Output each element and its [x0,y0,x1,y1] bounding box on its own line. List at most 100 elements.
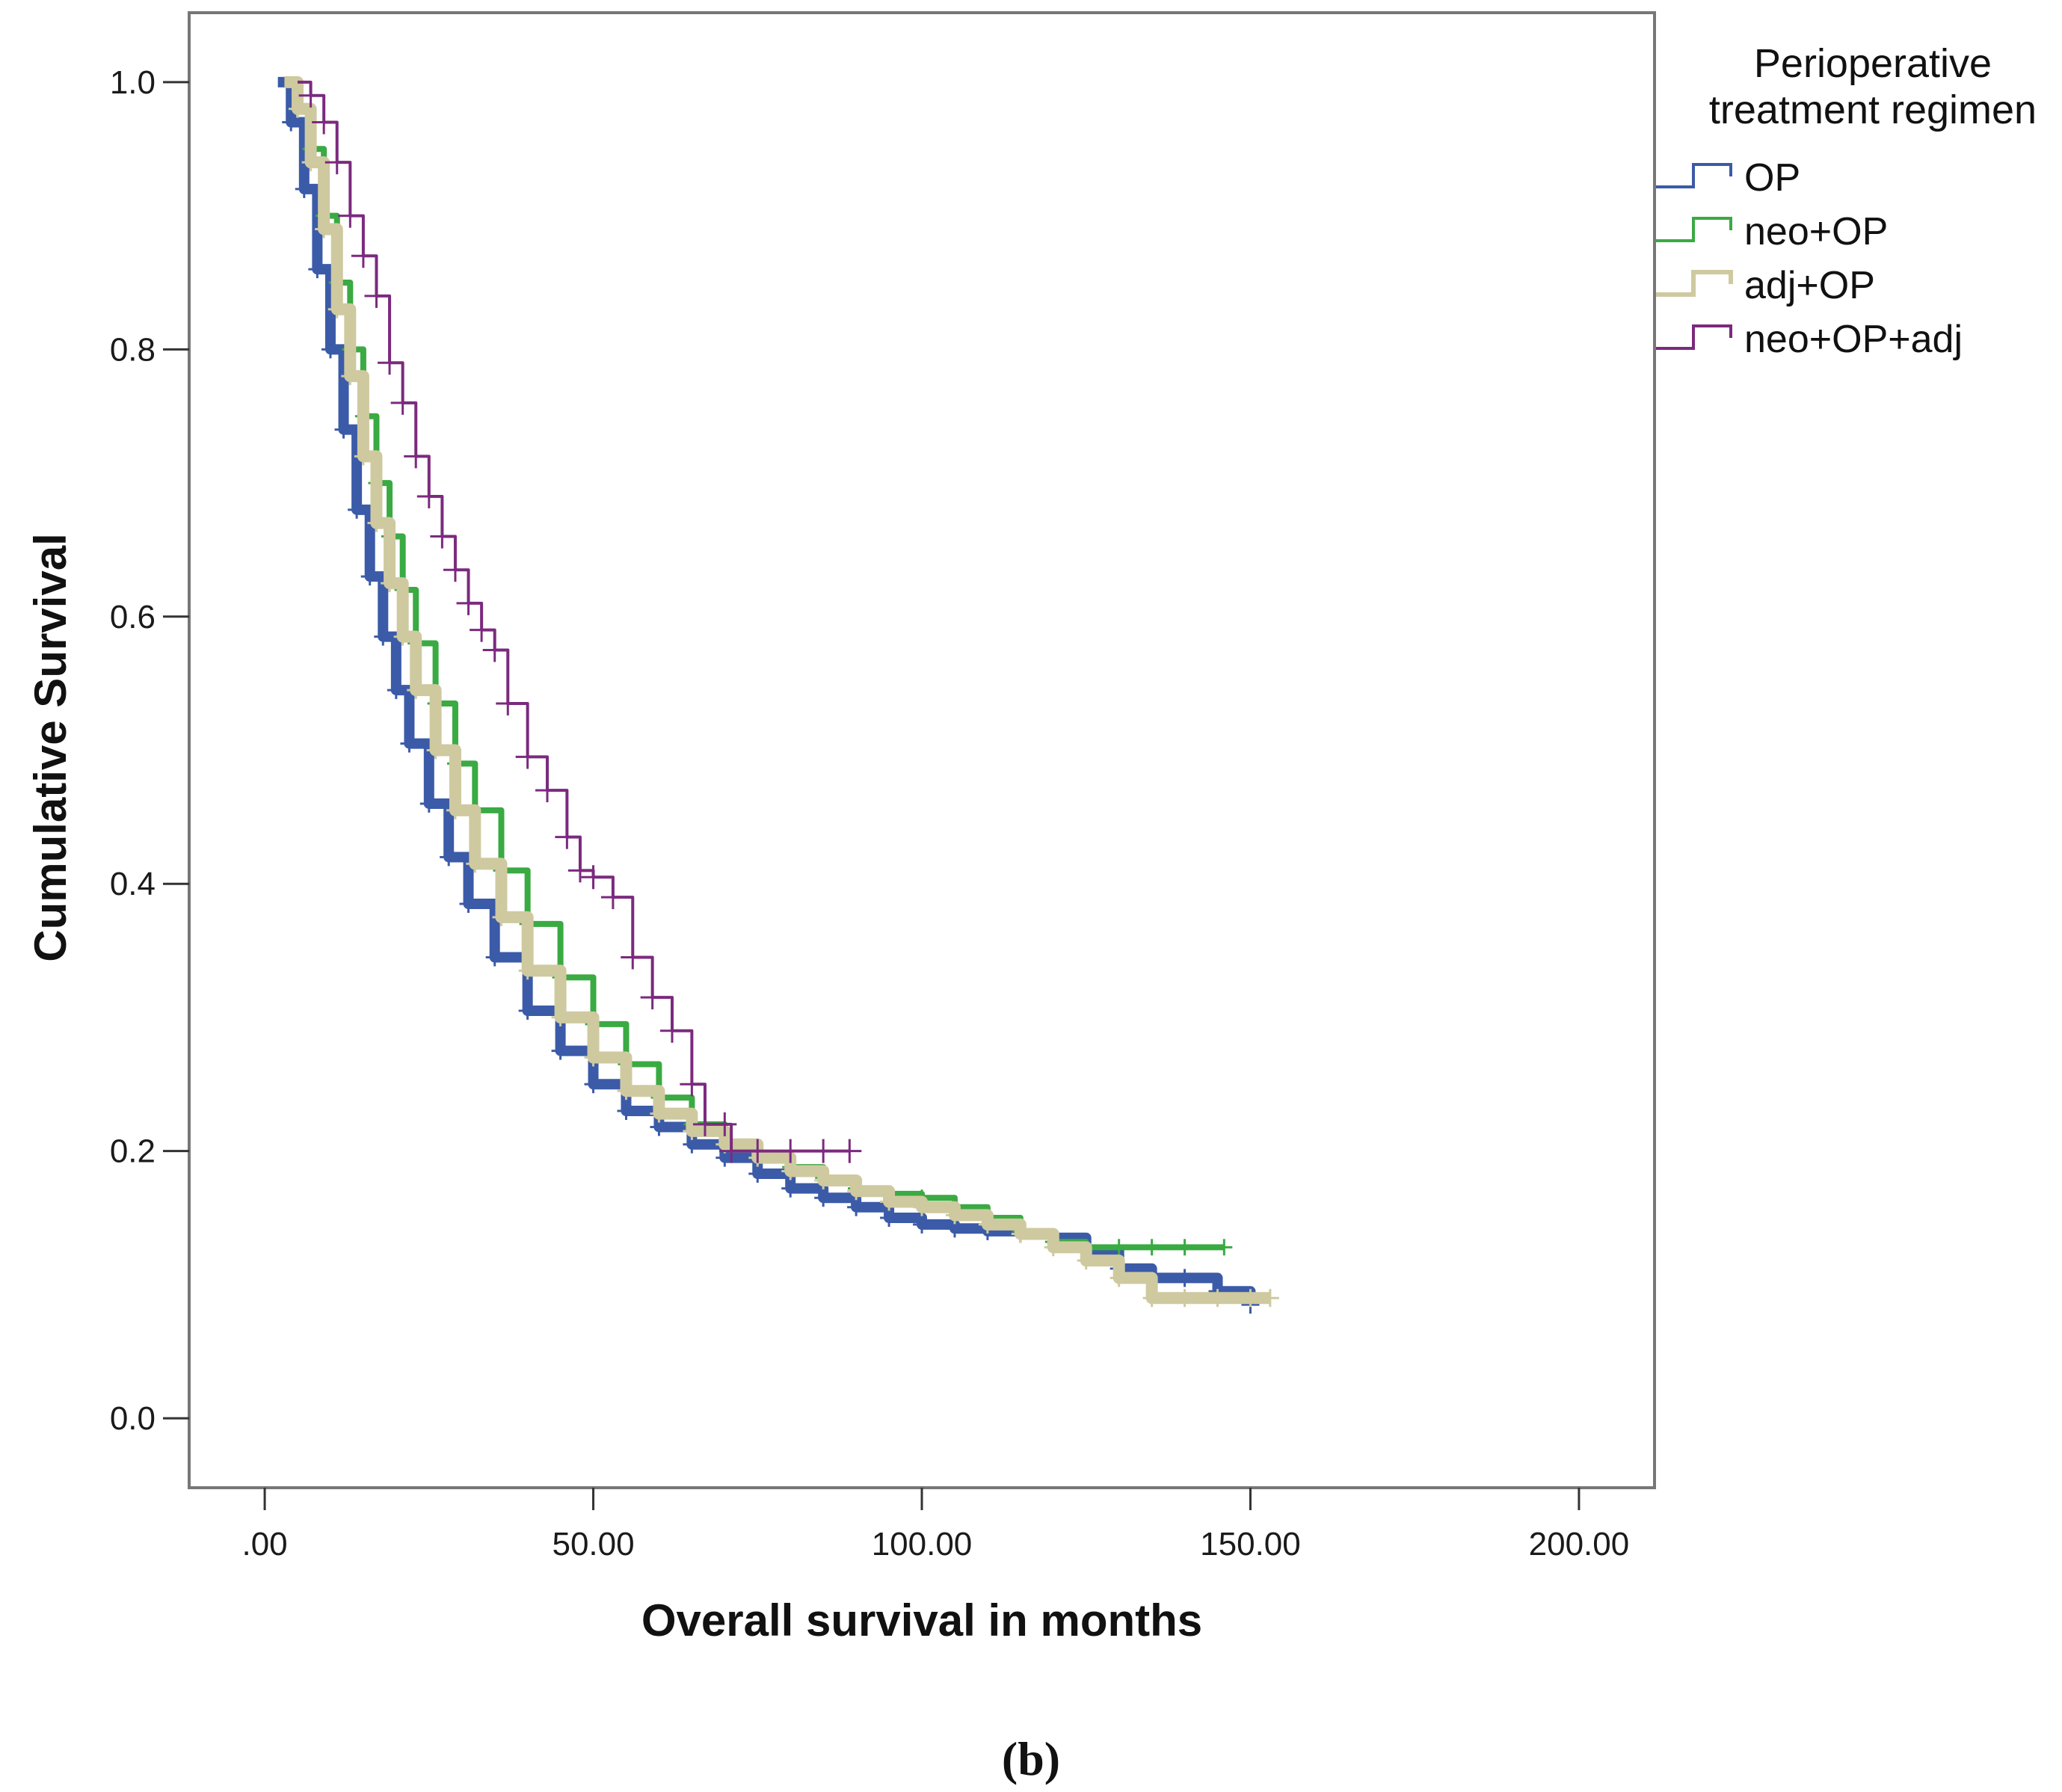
legend: Perioperative treatment regimen OP neo+OP… [1656,41,2037,361]
censor-mark-adj-plus-op [880,1192,899,1211]
censor-mark-neo-plus-op-plus-adj [567,858,592,883]
censor-mark-op [518,1001,537,1020]
censor-mark-adj-plus-op [1175,1289,1194,1308]
y-tick-label-4: 0.8 [110,331,156,368]
censor-mark-neo-plus-op-plus-adj [745,1139,770,1163]
censor-mark-neo-plus-op [1216,1239,1233,1256]
censor-mark-op [282,113,301,132]
legend-label-adj-plus-op: adj+OP [1744,264,1875,307]
censor-mark-op [1175,1269,1194,1287]
censor-mark-op [847,1198,866,1216]
censor-mark-neo-plus-op [1143,1239,1160,1256]
censor-mark-op [551,1041,570,1060]
censor-mark-op [781,1179,800,1198]
series-adj-plus-op [284,76,1279,1308]
censor-mark-neo-plus-op-plus-adj [496,691,520,715]
censor-mark-op [295,179,313,198]
censor-mark-adj-plus-op [945,1206,964,1225]
censor-mark-adj-plus-op [1110,1269,1128,1287]
censor-mark-adj-plus-op [781,1162,800,1180]
series-line-neo-plus-op [284,78,1225,1251]
y-tick-label-0: 0.0 [110,1400,156,1437]
x-tick-label-3: 150.00 [1200,1526,1301,1562]
legend-label-neo-plus-op-plus-adj: neo+OP+adj [1744,318,1963,361]
censor-mark-op [400,734,419,753]
censor-mark-neo-plus-op-plus-adj [778,1139,803,1163]
censor-mark-adj-plus-op [289,99,307,118]
censor-mark-adj-plus-op [650,1104,668,1123]
censor-mark-adj-plus-op [341,367,360,386]
series-neo-plus-op-plus-adj [298,80,862,1163]
censor-mark-adj-plus-op [1241,1289,1260,1308]
censor-mark-neo-plus-op-plus-adj [430,524,455,549]
censor-mark-op [374,627,393,646]
y-axis: 0.0 0.2 0.4 0.6 0.8 1.0 [110,64,189,1437]
censor-mark-neo-plus-op-plus-adj [680,1072,704,1097]
censor-mark-adj-plus-op [978,1215,997,1234]
series-op [277,76,1260,1314]
censor-mark-neo-plus-op-plus-adj [404,444,428,469]
censor-mark-op [334,420,353,439]
x-tick-label-0: .00 [241,1526,287,1562]
censor-mark-adj-plus-op [315,220,333,238]
censor-mark-adj-plus-op [354,447,372,466]
censor-mark-op [880,1208,899,1227]
censor-mark-neo-plus-op-plus-adj [660,1018,685,1043]
censor-mark-op [387,681,405,700]
y-tick-label-3: 0.6 [110,599,156,635]
censor-mark-adj-plus-op [584,1048,603,1067]
censor-mark-neo-plus-op-plus-adj [640,985,665,1010]
censor-mark-adj-plus-op [551,1008,570,1026]
legend-label-neo-plus-op: neo+OP [1744,210,1888,253]
y-tick-label-5: 1.0 [110,64,156,101]
censor-mark-adj-plus-op [1011,1225,1030,1243]
x-tick-label-1: 50.00 [552,1526,634,1562]
censor-mark-adj-plus-op [407,681,425,700]
censor-mark-op [308,260,327,279]
censor-mark-op [360,567,379,586]
censor-mark-adj-plus-op [1077,1251,1095,1270]
censor-mark-neo-plus-op-plus-adj [298,83,323,108]
legend-entry-op: OP [1656,156,1800,200]
censor-mark-adj-plus-op [617,1082,635,1100]
legend-swatch-neo-plus-op [1656,217,1732,242]
censor-mark-neo-plus-op-plus-adj [390,390,415,415]
censor-mark-neo-plus-op-plus-adj [811,1139,836,1163]
legend-swatch-neo-plus-op-plus-adj [1656,324,1732,350]
censor-mark-op [440,848,458,866]
y-axis-title: Cumulative Survival [25,533,76,962]
legend-entries: OP neo+OP adj+OP neo+OP+adj [1656,156,1963,361]
censor-mark-adj-plus-op [492,908,511,926]
legend-entry-neo-plus-op: neo+OP [1656,210,1888,253]
censor-mark-adj-plus-op [913,1198,931,1216]
censor-mark-neo-plus-op-plus-adj [621,945,645,970]
censor-mark-op [485,948,504,967]
censor-mark-op [419,794,438,813]
figure-caption: (b) [1002,1732,1060,1785]
censor-mark-neo-plus-op-plus-adj [555,825,579,849]
censor-mark-neo-plus-op-plus-adj [324,150,349,175]
censor-mark-adj-plus-op [466,855,484,873]
censor-mark-neo-plus-op-plus-adj [470,618,494,642]
censor-mark-op [913,1215,931,1234]
y-tick-label-2: 0.4 [110,866,156,902]
censor-mark-adj-plus-op [301,153,320,172]
censor-mark-adj-plus-op [1261,1289,1279,1308]
censor-mark-adj-plus-op [381,574,399,593]
censor-mark-neo-plus-op-plus-adj [364,283,389,308]
censor-mark-neo-plus-op-plus-adj [312,110,336,135]
legend-label-op: OP [1744,156,1800,200]
censor-mark-adj-plus-op [1142,1289,1161,1308]
censor-mark-op [617,1102,635,1121]
censor-mark-op [584,1075,603,1094]
legend-entry-adj-plus-op: adj+OP [1656,264,1875,307]
censor-mark-neo-plus-op-plus-adj [416,484,441,508]
legend-title-line1: Perioperative [1754,41,1992,86]
x-axis: .00 50.00 100.00 150.00 200.00 [241,1488,1629,1562]
series-line-adj-plus-op [284,76,1270,1305]
censor-mark-op [814,1189,833,1207]
legend-swatch-adj-plus-op [1656,270,1733,297]
censor-mark-adj-plus-op [327,300,346,318]
censor-mark-neo-plus-op-plus-adj [443,558,467,582]
